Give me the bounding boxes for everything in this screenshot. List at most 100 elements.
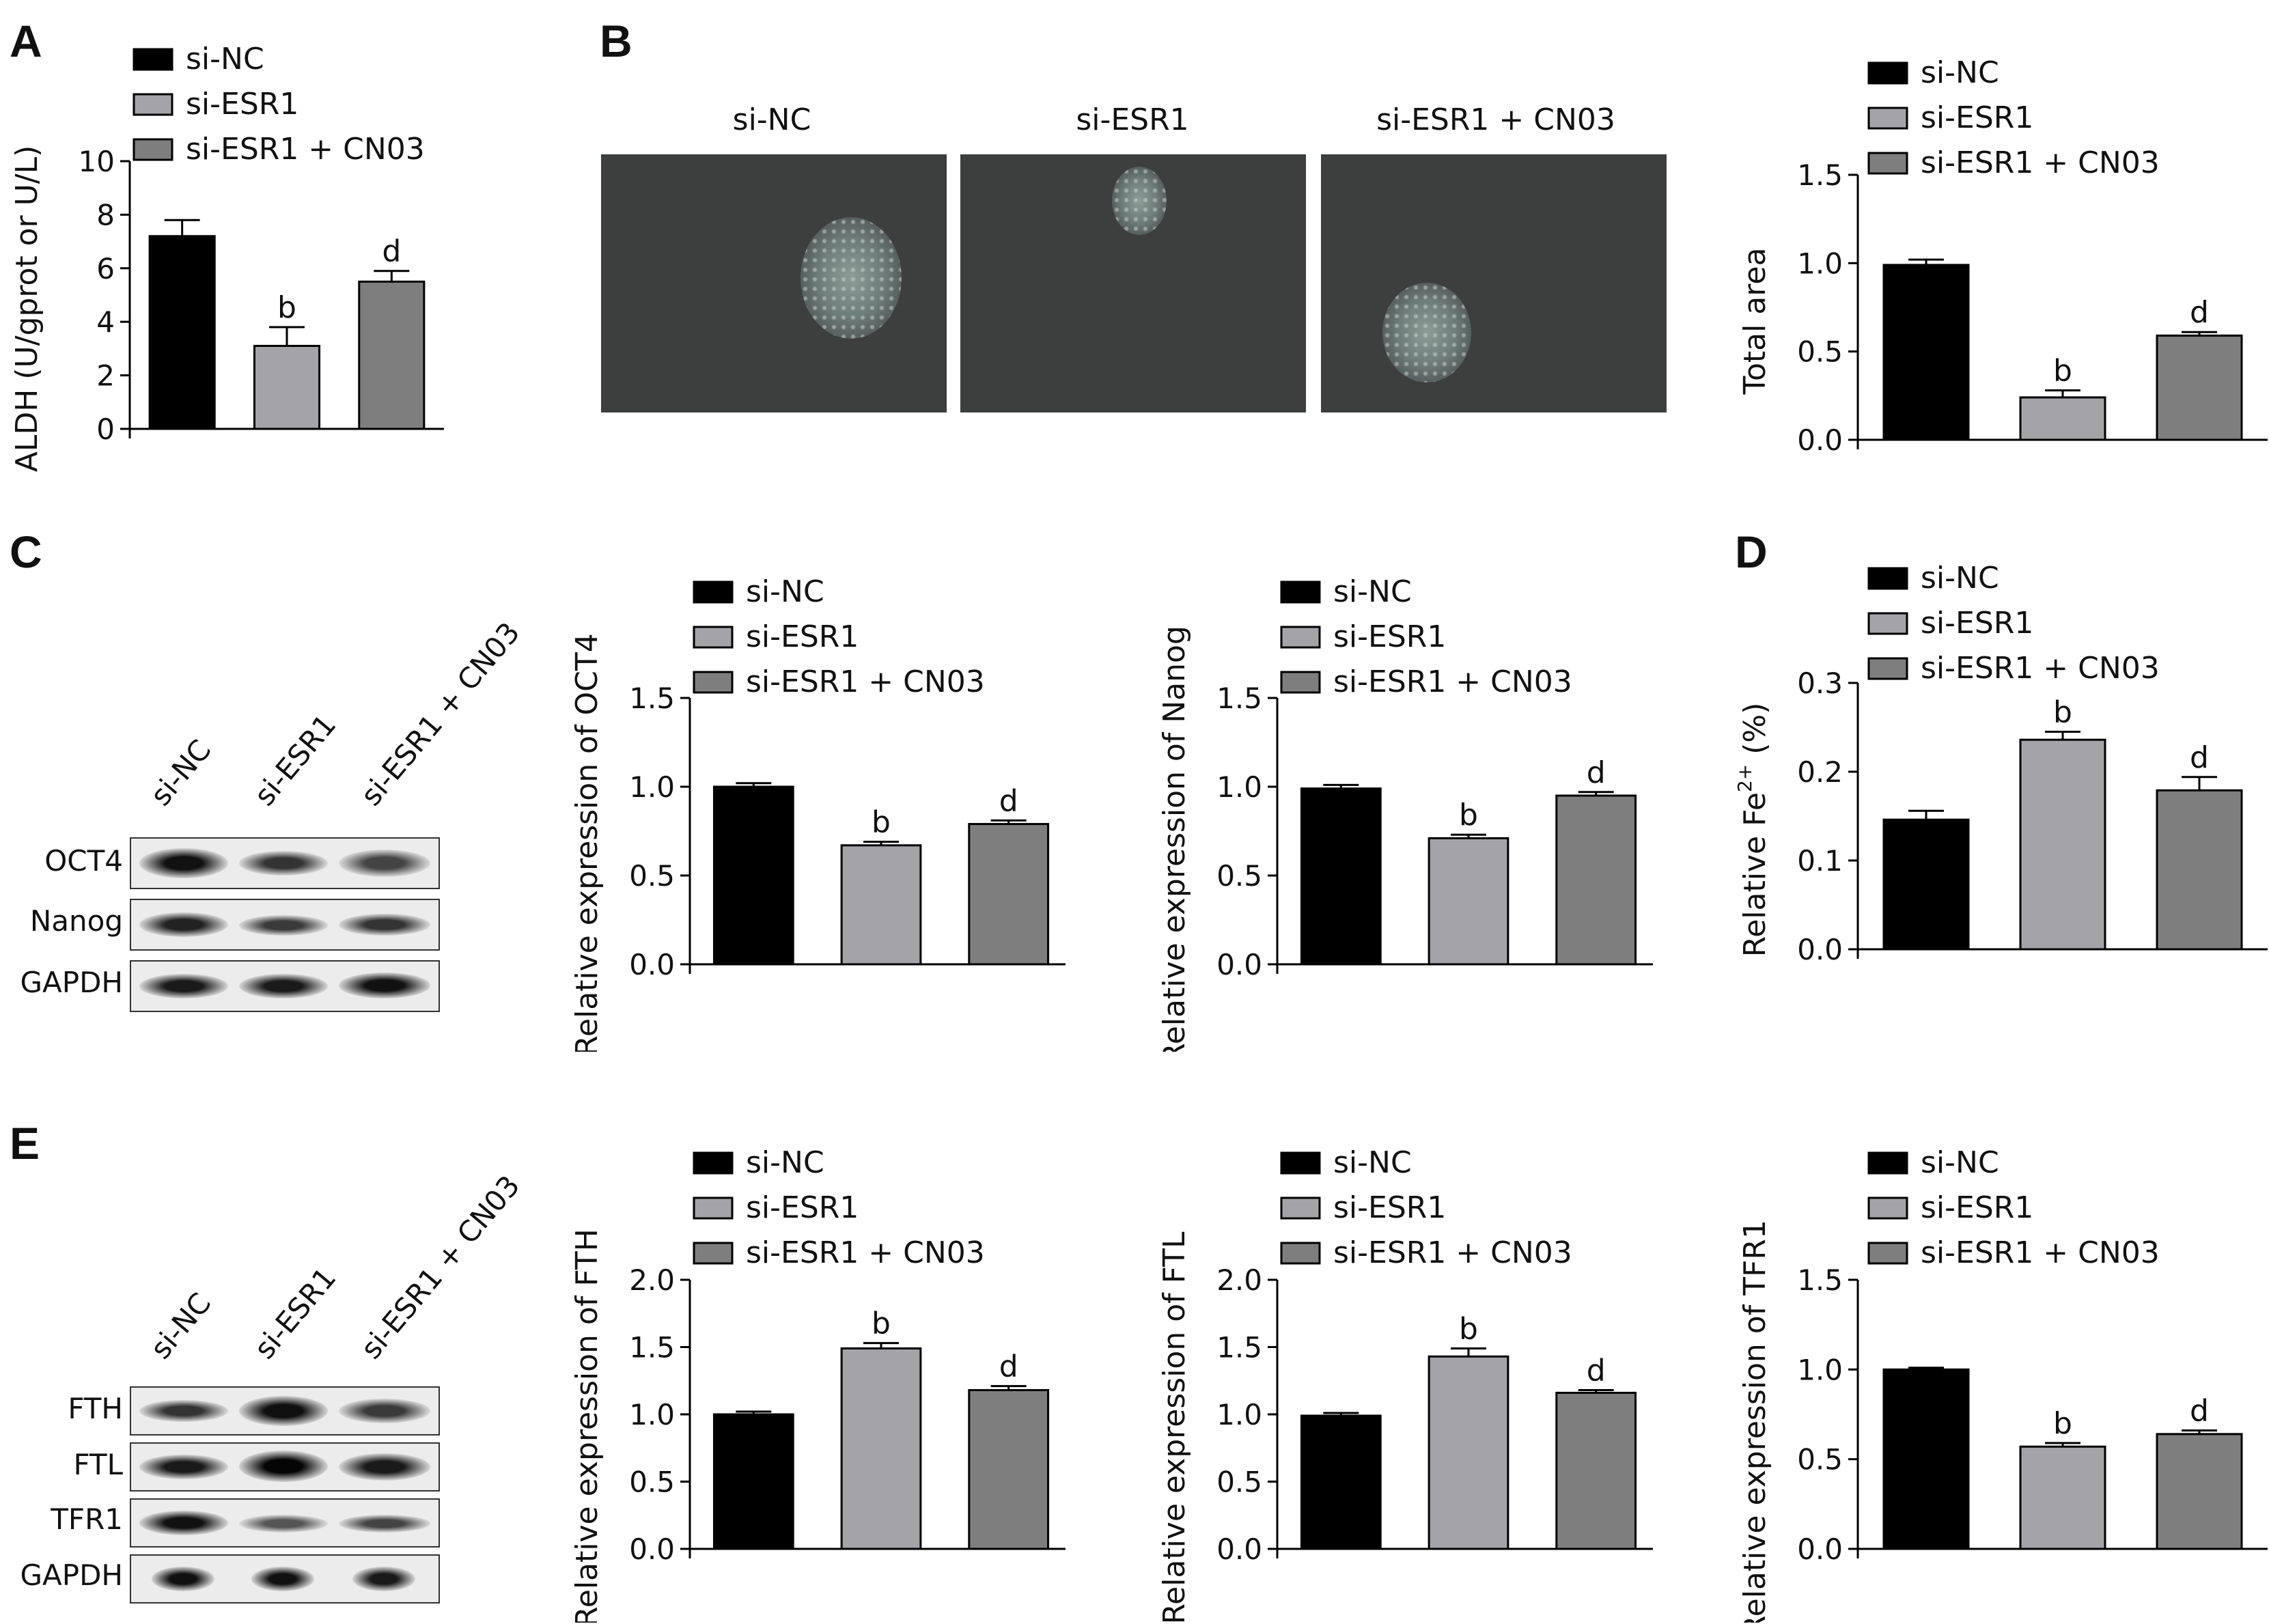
- y-tick-label: 1.0: [1216, 770, 1262, 804]
- unit: (%): [1738, 703, 1772, 764]
- significance-label: d: [2190, 1394, 2209, 1429]
- legend-label: si-ESR1: [746, 1190, 859, 1225]
- legend-swatch: [1280, 626, 1321, 649]
- y-tick-label: 1.5: [629, 1331, 675, 1364]
- significance-label: d: [1587, 1354, 1606, 1388]
- legend-label: si-NC: [1333, 1145, 1412, 1180]
- bar: [1300, 1414, 1382, 1550]
- bar-chart-oct4: si-NC si-ESR1 si-ESR1 + CN03 0.0 0.5 1.0 1.5 Re…: [570, 574, 1066, 1052]
- y-axis-label: Total area: [1738, 248, 1772, 395]
- bar: [712, 785, 794, 966]
- band: [239, 974, 328, 998]
- legend-swatch: [1280, 1151, 1321, 1175]
- bar: [2019, 738, 2106, 951]
- bar: [1882, 818, 1970, 951]
- legend-label: si-ESR1 + CN03: [186, 132, 425, 167]
- y-axis-label: Relative expression of FTH: [570, 1229, 604, 1623]
- y-tick-label: 0.1: [1797, 844, 1843, 878]
- bar: [968, 1389, 1050, 1550]
- blot-e-strip-ftl: [130, 1442, 440, 1492]
- legend-swatch: [1867, 1196, 1908, 1220]
- legend-label: si-NC: [746, 574, 824, 609]
- cell-colony: [1112, 167, 1167, 235]
- legend-swatch: [1280, 671, 1321, 694]
- y-tick-label: 0.0: [1216, 948, 1262, 981]
- y-tick-label: 8: [96, 198, 115, 232]
- y-tick-label: 6: [96, 252, 115, 285]
- bar: [148, 235, 216, 430]
- y-tick-label: 0.5: [1216, 859, 1262, 893]
- blot-e-row-label: GAPDH: [20, 1558, 123, 1592]
- blot-c-lane-label: si-ESR1 + CN03: [354, 615, 527, 812]
- legend-swatch: [133, 138, 173, 161]
- legend-label: si-ESR1 + CN03: [1921, 145, 2160, 180]
- bar: [253, 344, 321, 430]
- panel-letter-d: D: [1735, 527, 1768, 577]
- legend-label: si-ESR1: [1921, 606, 2033, 641]
- legend-label: si-NC: [1333, 574, 1412, 609]
- legend-label: si-ESR1: [186, 87, 298, 122]
- y-tick-label: 0.0: [1797, 933, 1843, 966]
- legend-label: si-NC: [1921, 55, 1999, 90]
- band: [339, 1515, 430, 1532]
- legend-swatch: [693, 671, 734, 694]
- band: [152, 1567, 214, 1591]
- legend-label: si-ESR1: [1333, 1190, 1446, 1225]
- band: [251, 1567, 314, 1591]
- blot-c-strip-oct4: [130, 837, 440, 889]
- significance-label: b: [872, 1306, 891, 1341]
- blot-e-row-label: TFR1: [51, 1502, 123, 1536]
- panel-letter-e: E: [10, 1118, 40, 1168]
- y-tick-label: 1.0: [629, 770, 675, 804]
- bar-chart-fth: si-NC si-ESR1 si-ESR1 + CN03 0.0 0.5 1.0 1.5 2.…: [570, 1145, 1066, 1623]
- legend-swatch: [1867, 107, 1908, 130]
- legend-label: si-ESR1: [1921, 1190, 2033, 1225]
- band: [139, 848, 228, 878]
- y-tick-label: 2: [96, 359, 115, 393]
- y-tick-label: 1.0: [629, 1398, 675, 1431]
- blot-e-lane-label: si-NC: [143, 1286, 218, 1365]
- legend-swatch: [1280, 580, 1321, 604]
- superscript: 2+: [1734, 764, 1756, 792]
- band: [139, 912, 228, 937]
- bar: [2156, 789, 2243, 951]
- band: [139, 1455, 228, 1479]
- legend-label: si-NC: [1921, 1145, 1999, 1180]
- micro-title-si-esr1: si-ESR1: [1076, 102, 1189, 137]
- legend-swatch: [1280, 1242, 1321, 1265]
- significance-label: d: [2190, 295, 2209, 330]
- legend-label: si-ESR1 + CN03: [1333, 664, 1572, 699]
- panel-letter-a: A: [10, 16, 42, 66]
- significance-label: b: [1459, 1311, 1478, 1346]
- y-axis-label: Relative expression of FTL: [1157, 1231, 1192, 1623]
- band: [239, 1515, 328, 1532]
- blot-e-lane-label: si-ESR1: [247, 1261, 343, 1365]
- legend-swatch: [1867, 1242, 1908, 1265]
- band: [139, 1511, 228, 1535]
- significance-label: b: [277, 290, 296, 325]
- bar: [968, 823, 1050, 966]
- y-axis-label: Relative Fe2+ (%): [1734, 703, 1772, 957]
- y-tick-label: 0.0: [629, 948, 675, 981]
- blot-c-row-label: Nanog: [29, 904, 123, 938]
- bar-chart-ftl: si-NC si-ESR1 si-ESR1 + CN03 0.0 0.5 1.0 1.5 2.…: [1157, 1145, 1653, 1623]
- y-axis-label: Relative expression of Nanog: [1157, 626, 1192, 1052]
- legend-label: si-ESR1 + CN03: [1921, 651, 2160, 686]
- bar: [712, 1413, 794, 1550]
- blot-e-strip-gapdh: [130, 1554, 440, 1604]
- micro-title-si-esr1-cn03: si-ESR1 + CN03: [1376, 102, 1615, 137]
- y-tick-label: 0.3: [1797, 667, 1843, 700]
- cell-colony: [1382, 283, 1471, 382]
- bar: [1428, 837, 1509, 966]
- legend-swatch: [1867, 61, 1908, 85]
- bar: [840, 1347, 922, 1550]
- band: [239, 1396, 328, 1426]
- bar: [358, 280, 426, 430]
- significance-label: b: [2053, 1406, 2072, 1441]
- blot-e-row-label: FTL: [73, 1448, 123, 1481]
- legend-swatch: [1280, 1196, 1321, 1220]
- legend-swatch: [693, 1151, 734, 1175]
- y-tick-label: 10: [79, 145, 115, 178]
- cell-colony: [801, 217, 902, 339]
- y-tick-label: 0.5: [1797, 335, 1843, 369]
